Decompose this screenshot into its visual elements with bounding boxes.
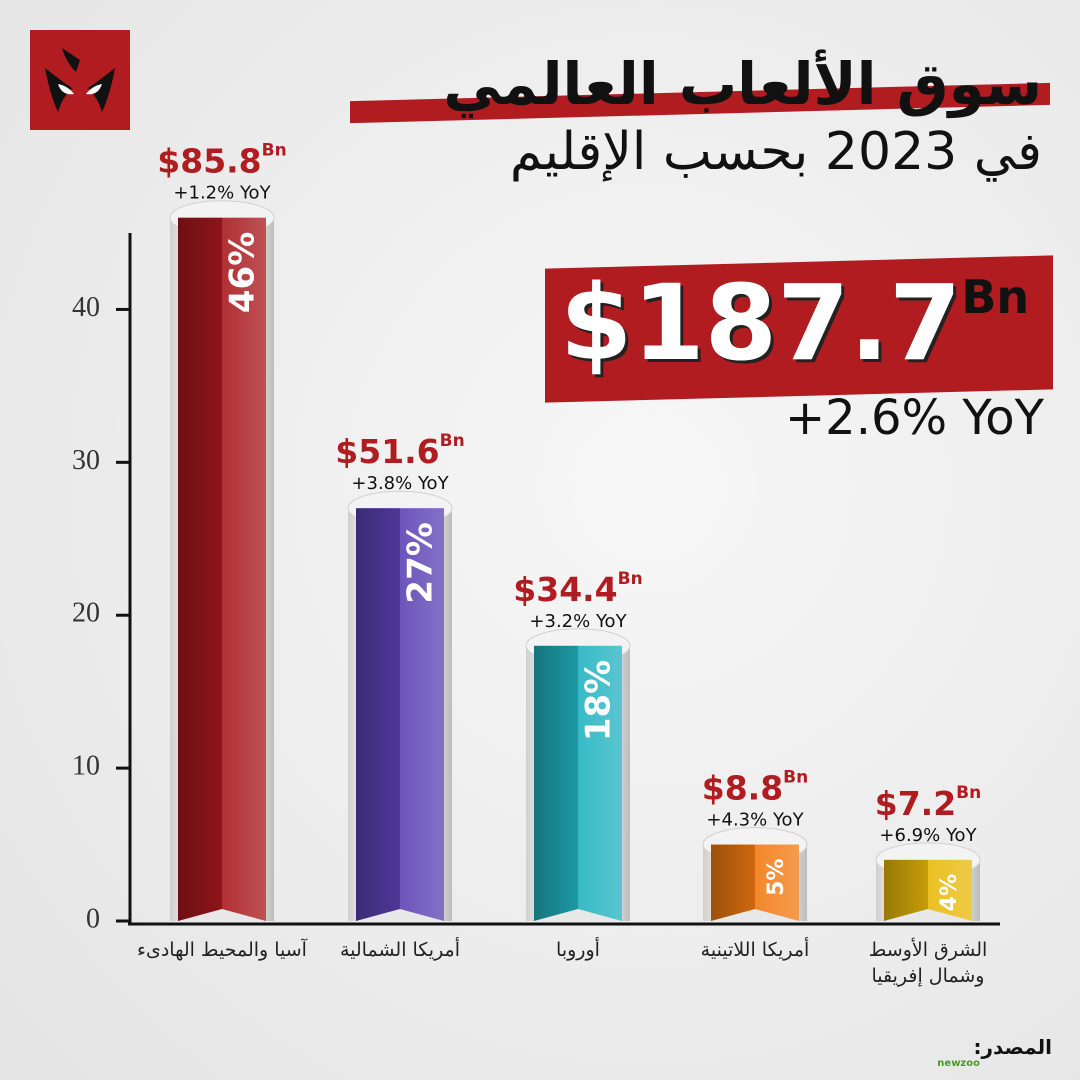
bar-value-label: 4% — [937, 874, 962, 911]
revenue-unit: Bn — [956, 783, 981, 803]
revenue-label: $51.6Bn — [335, 431, 464, 471]
growth-label: +3.8% YoY — [351, 473, 449, 494]
y-tick-label: 40 — [72, 292, 100, 323]
growth-label: +6.9% YoY — [879, 825, 977, 846]
growth-label: +4.3% YoY — [706, 810, 804, 831]
bar-notch — [356, 909, 444, 921]
revenue-unit: Bn — [262, 141, 287, 161]
source-label: المصدر: — [973, 1035, 1052, 1059]
y-tick-label: 10 — [72, 751, 100, 782]
bar-shade — [711, 844, 799, 921]
revenue-label: $8.8Bn — [702, 768, 808, 808]
total-unit: Bn — [961, 270, 1030, 324]
bar-shade — [178, 217, 266, 921]
subtitle: في 2023 بحسب الإقليم — [509, 122, 1042, 182]
category-label: الشرق الأوسط وشمال إفريقيا — [868, 939, 988, 987]
revenue-value: $51.6 — [335, 432, 439, 471]
revenue-value: $7.2 — [875, 783, 956, 822]
bar-value-label: 46% — [223, 232, 263, 313]
category-label: أوروبا — [556, 939, 600, 961]
y-tick-label: 30 — [72, 445, 100, 476]
bar-notch — [884, 909, 972, 921]
revenue-label: $34.4Bn — [513, 569, 642, 609]
title: سوق الألعاب العالمي — [443, 50, 1042, 118]
logo-eyes — [58, 84, 102, 95]
revenue-unit: Bn — [440, 431, 465, 451]
revenue-value: $8.8 — [702, 768, 783, 807]
logo-mark — [45, 48, 115, 112]
total-value: $187.7 — [560, 262, 962, 384]
bar-notch — [534, 909, 622, 921]
growth-label: +1.2% YoY — [173, 183, 271, 204]
bar-notch — [178, 909, 266, 921]
y-tick-label: 20 — [72, 598, 100, 629]
revenue-value: $85.8 — [157, 141, 261, 180]
total: $187.7Bn — [560, 262, 1040, 384]
bar-value-label: 18% — [579, 660, 619, 741]
bar-value-label: 27% — [401, 522, 441, 603]
y-tick-label: 0 — [86, 903, 100, 934]
bar-shade — [356, 508, 444, 921]
logo — [30, 30, 130, 130]
bar-value-label: 5% — [764, 859, 789, 896]
revenue-label: $7.2Bn — [875, 783, 981, 823]
category-label: أمريكا اللاتينية — [700, 939, 810, 961]
source-name: newzoo — [937, 1058, 980, 1069]
revenue-unit: Bn — [783, 768, 808, 788]
growth-label: +3.2% YoY — [529, 611, 627, 632]
revenue-unit: Bn — [618, 569, 643, 589]
revenue-label: $85.8Bn — [157, 141, 286, 181]
category-label: أمريكا الشمالية — [339, 939, 461, 961]
bar-notch — [711, 909, 799, 921]
category-label: آسيا والمحيط الهادىء — [137, 939, 307, 961]
total-change: +2.6% YoY — [784, 390, 1044, 446]
revenue-value: $34.4 — [513, 569, 617, 608]
bar-shade — [534, 645, 622, 921]
